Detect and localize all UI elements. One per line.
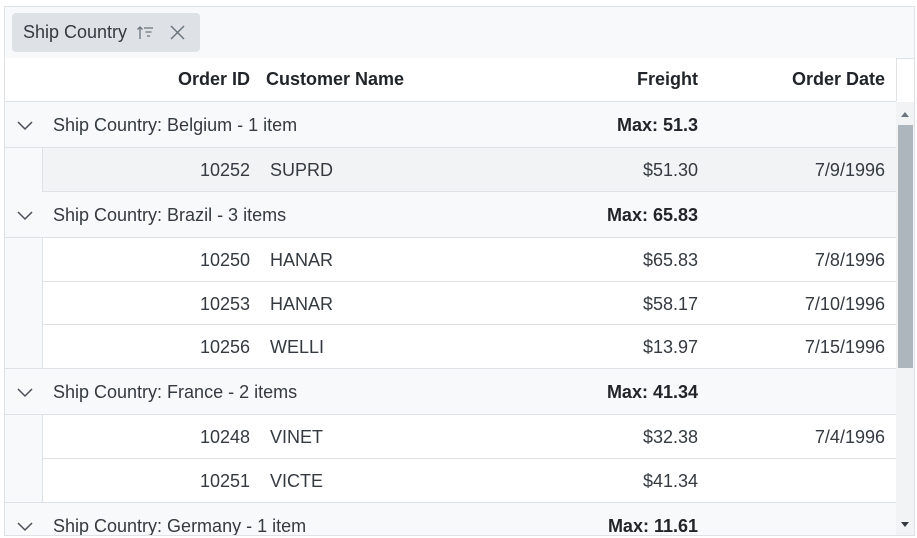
- cell-freight[interactable]: $58.17: [642, 294, 698, 314]
- cell-freight[interactable]: $32.38: [642, 427, 698, 447]
- group-title: Ship Country: Brazil - 3 items: [53, 205, 287, 225]
- table-row[interactable]: 10256 WELLI $13.97 7/15/1996: [5, 325, 896, 368]
- group-row-germany: Ship Country: Germany - 1 item Max: 11.6…: [5, 502, 896, 536]
- group-title: Ship Country: Belgium - 1 item: [53, 115, 298, 135]
- chevron-down-icon[interactable]: [17, 121, 33, 131]
- cell-order-date[interactable]: 7/9/1996: [814, 160, 885, 180]
- group-drop-area[interactable]: Ship Country: [5, 7, 914, 59]
- cell-order-date[interactable]: 7/4/1996: [814, 427, 885, 447]
- group-aggregate: Max: 41.34: [606, 382, 698, 402]
- group-row-brazil: Ship Country: Brazil - 3 items Max: 65.8…: [5, 192, 896, 238]
- group-chip-label: Ship Country: [23, 22, 128, 42]
- header-order-id[interactable]: Order ID: [177, 69, 250, 89]
- chevron-down-icon[interactable]: [17, 388, 33, 398]
- grid-header: Order ID Customer Name Freight Order Dat…: [5, 58, 896, 102]
- header-customer-name[interactable]: Customer Name: [266, 69, 405, 89]
- data-grid: Ship Country Order ID Customer Name Frei…: [4, 6, 915, 536]
- scroll-up-arrow-icon[interactable]: [901, 112, 909, 117]
- group-row-france: Ship Country: France - 2 items Max: 41.3…: [5, 368, 896, 415]
- cell-order-id[interactable]: 10256: [199, 337, 250, 357]
- table-row[interactable]: 10248 VINET $32.38 7/4/1996: [5, 415, 896, 459]
- cell-freight[interactable]: $13.97: [642, 337, 698, 357]
- cell-order-id[interactable]: 10253: [199, 294, 250, 314]
- cell-customer-name[interactable]: SUPRD: [270, 160, 334, 180]
- header-order-date[interactable]: Order Date: [791, 69, 885, 89]
- cell-order-date[interactable]: 7/8/1996: [814, 250, 885, 270]
- header-divider: [896, 58, 897, 101]
- group-title: Ship Country: Germany - 1 item: [53, 516, 307, 536]
- cell-customer-name[interactable]: HANAR: [270, 250, 334, 270]
- cell-customer-name[interactable]: VICTE: [270, 471, 324, 491]
- sort-ascending-icon[interactable]: [136, 24, 154, 42]
- group-title: Ship Country: France - 2 items: [53, 382, 298, 402]
- table-row[interactable]: 10251 VICTE $41.34: [5, 459, 896, 502]
- table-row[interactable]: 10250 HANAR $65.83 7/8/1996: [5, 238, 896, 282]
- scrollbar-thumb[interactable]: [898, 125, 913, 368]
- cell-order-date[interactable]: 7/10/1996: [804, 294, 885, 314]
- group-chip-ship-country[interactable]: Ship Country: [12, 13, 200, 52]
- cell-order-id[interactable]: 10248: [199, 427, 250, 447]
- grid-content: Ship Country: Belgium - 1 item Max: 51.3…: [5, 102, 896, 536]
- cell-order-id[interactable]: 10251: [199, 471, 250, 491]
- vertical-scrollbar[interactable]: [896, 102, 914, 535]
- cell-freight[interactable]: $51.30: [642, 160, 698, 180]
- group-aggregate: Max: 11.61: [607, 516, 698, 536]
- table-row[interactable]: 10252 SUPRD $51.30 7/9/1996: [5, 148, 896, 192]
- cell-customer-name[interactable]: VINET: [270, 427, 324, 447]
- table-row[interactable]: 10253 HANAR $58.17 7/10/1996: [5, 282, 896, 325]
- group-row-belgium: Ship Country: Belgium - 1 item Max: 51.3: [5, 102, 896, 148]
- scroll-down-arrow-icon[interactable]: [901, 522, 909, 527]
- cell-order-id[interactable]: 10250: [199, 250, 250, 270]
- cell-customer-name[interactable]: WELLI: [270, 337, 325, 357]
- chevron-down-icon[interactable]: [17, 522, 33, 532]
- group-aggregate: Max: 65.83: [606, 205, 698, 225]
- group-aggregate: Max: 51.3: [616, 115, 698, 135]
- close-icon[interactable]: [169, 24, 186, 41]
- cell-customer-name[interactable]: HANAR: [270, 294, 334, 314]
- cell-order-date[interactable]: 7/15/1996: [804, 337, 885, 357]
- chevron-down-icon[interactable]: [17, 211, 33, 221]
- cell-order-id[interactable]: 10252: [199, 160, 250, 180]
- cell-freight[interactable]: $41.34: [642, 471, 698, 491]
- cell-freight[interactable]: $65.83: [642, 250, 698, 270]
- header-freight[interactable]: Freight: [637, 69, 698, 89]
